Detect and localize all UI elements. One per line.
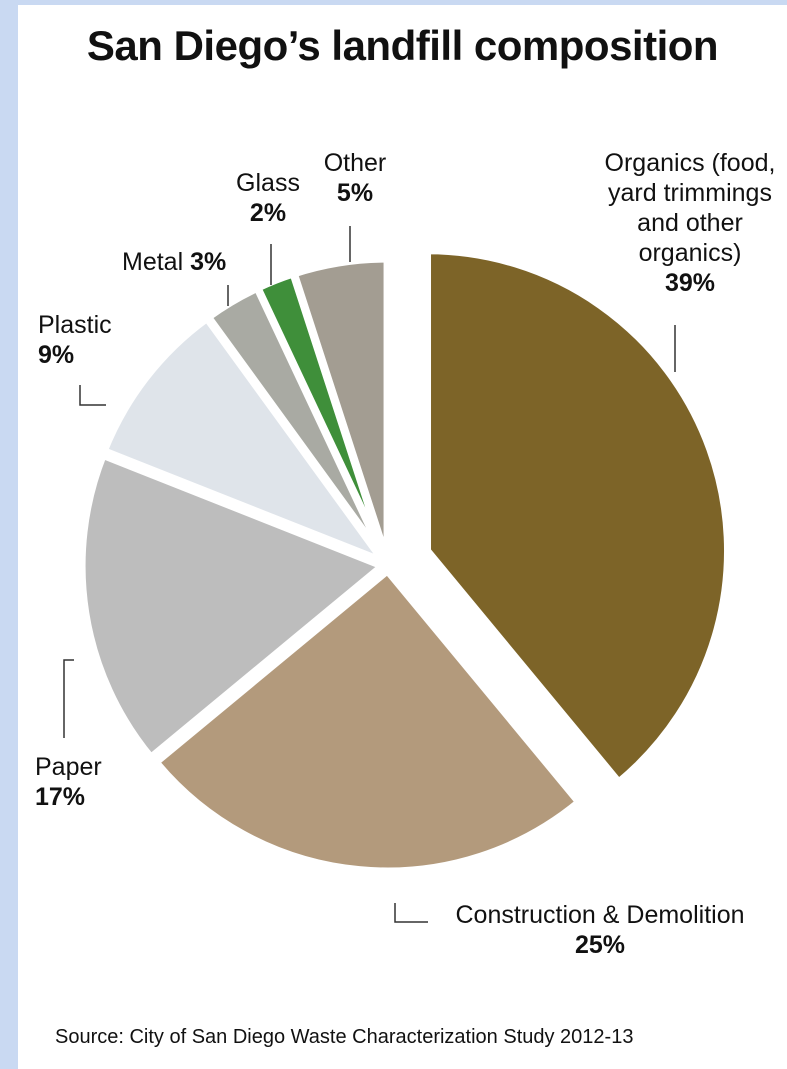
chart-title: San Diego’s landfill composition bbox=[86, 22, 719, 69]
value-label: 39% bbox=[664, 269, 716, 297]
slice-label: Paper 17% bbox=[35, 752, 145, 812]
pie-slice bbox=[78, 452, 386, 761]
slice-label: Glass 2% bbox=[218, 168, 318, 228]
pie-slice bbox=[152, 567, 583, 875]
value-label: 25% bbox=[574, 931, 626, 959]
slice-label: Construction & Demolition 25% bbox=[420, 900, 780, 960]
leader-line bbox=[394, 903, 428, 923]
category-name: Paper bbox=[35, 753, 102, 781]
pie-slice bbox=[100, 315, 387, 565]
category-name: Other bbox=[323, 149, 387, 177]
pie-slice bbox=[290, 255, 391, 563]
slice-label: Organics (food, yard trimmings and other… bbox=[585, 148, 787, 298]
category-name: Construction & Demolition bbox=[455, 901, 745, 929]
source-note: Source: City of San Diego Waste Characte… bbox=[55, 1026, 634, 1048]
value-label: 5% bbox=[336, 179, 374, 207]
category-name: Plastic bbox=[38, 311, 112, 339]
value-label: 9% bbox=[38, 341, 75, 369]
slice-label: Plastic 9% bbox=[38, 310, 148, 370]
leader-line bbox=[79, 385, 106, 406]
category-name: Metal bbox=[122, 248, 184, 276]
slice-label: Other 5% bbox=[305, 148, 405, 208]
value-label: 17% bbox=[35, 783, 86, 811]
leader-line bbox=[63, 659, 74, 738]
category-name: Organics (food, yard trimmings and other… bbox=[604, 149, 776, 267]
value-label: 2% bbox=[249, 199, 287, 227]
pie-slice bbox=[424, 247, 731, 786]
category-name: Glass bbox=[236, 169, 300, 197]
value-label: 3% bbox=[190, 248, 227, 276]
slice-label: Metal 3% bbox=[122, 247, 262, 277]
